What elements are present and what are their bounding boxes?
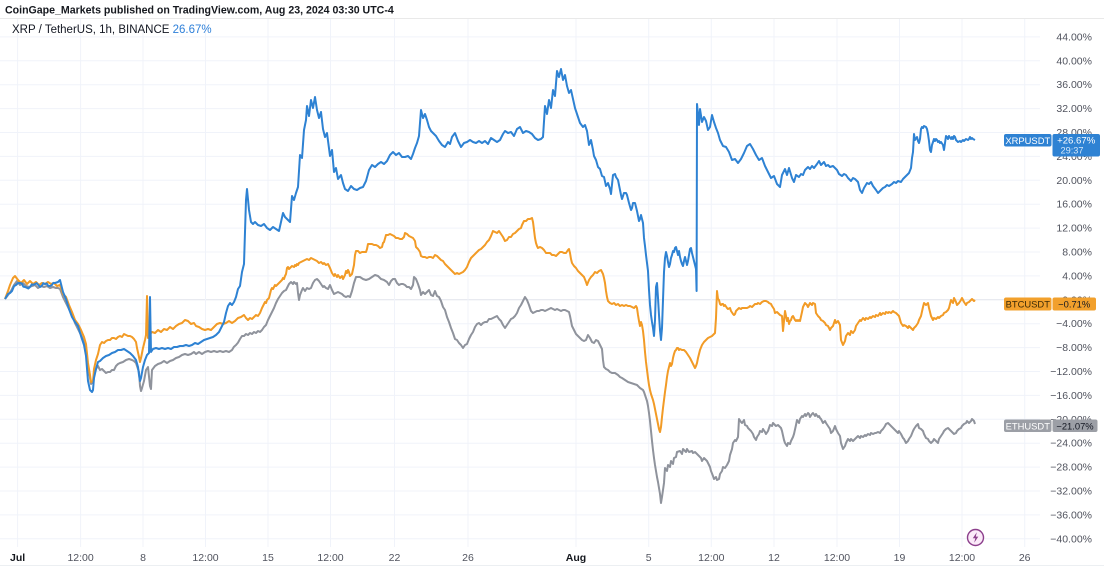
svg-text:26: 26 xyxy=(1019,552,1031,564)
svg-text:40.00%: 40.00% xyxy=(1056,55,1092,67)
svg-text:−28.00%: −28.00% xyxy=(1050,462,1092,474)
svg-text:12:00: 12:00 xyxy=(824,552,850,564)
svg-text:19: 19 xyxy=(894,552,906,564)
svg-text:8.00%: 8.00% xyxy=(1062,247,1092,259)
svg-text:16.00%: 16.00% xyxy=(1056,199,1092,211)
svg-text:12:00: 12:00 xyxy=(67,552,93,564)
svg-text:−8.00%: −8.00% xyxy=(1056,342,1092,354)
svg-text:26: 26 xyxy=(462,552,474,564)
svg-text:−36.00%: −36.00% xyxy=(1050,509,1092,521)
svg-text:−12.00%: −12.00% xyxy=(1050,366,1092,378)
svg-text:15: 15 xyxy=(262,552,274,564)
svg-text:−0.71%: −0.71% xyxy=(1058,299,1090,310)
svg-text:Jul: Jul xyxy=(10,552,25,564)
svg-text:−4.00%: −4.00% xyxy=(1056,318,1092,330)
svg-text:−32.00%: −32.00% xyxy=(1050,486,1092,498)
svg-text:32.00%: 32.00% xyxy=(1056,103,1092,115)
svg-text:12: 12 xyxy=(768,552,780,564)
svg-text:12:00: 12:00 xyxy=(698,552,724,564)
svg-text:−40.00%: −40.00% xyxy=(1050,533,1092,545)
svg-text:−21.07%: −21.07% xyxy=(1056,420,1093,431)
svg-text:12:00: 12:00 xyxy=(192,552,218,564)
svg-text:5: 5 xyxy=(646,552,652,564)
svg-text:4.00%: 4.00% xyxy=(1062,270,1092,282)
svg-text:XRP / TetherUS, 1h, BINANCE 26: XRP / TetherUS, 1h, BINANCE 26.67% xyxy=(12,24,212,36)
svg-text:36.00%: 36.00% xyxy=(1056,79,1092,91)
svg-text:22: 22 xyxy=(389,552,401,564)
svg-text:20.00%: 20.00% xyxy=(1056,175,1092,187)
svg-text:XRPUSDT: XRPUSDT xyxy=(1005,135,1050,146)
svg-text:BTCUSDT: BTCUSDT xyxy=(1006,299,1051,310)
svg-text:8: 8 xyxy=(140,552,146,564)
svg-text:44.00%: 44.00% xyxy=(1056,31,1092,43)
svg-text:ETHUSDT: ETHUSDT xyxy=(1006,420,1051,431)
svg-text:CoinGape_Markets published on: CoinGape_Markets published on TradingVie… xyxy=(5,5,394,17)
svg-text:−16.00%: −16.00% xyxy=(1050,390,1092,402)
svg-text:Aug: Aug xyxy=(566,552,586,564)
svg-text:29:37: 29:37 xyxy=(1061,146,1084,156)
svg-text:−24.00%: −24.00% xyxy=(1050,438,1092,450)
svg-text:12:00: 12:00 xyxy=(949,552,975,564)
svg-text:+26.67%: +26.67% xyxy=(1057,136,1096,147)
svg-text:12.00%: 12.00% xyxy=(1056,223,1092,235)
svg-text:12:00: 12:00 xyxy=(317,552,343,564)
